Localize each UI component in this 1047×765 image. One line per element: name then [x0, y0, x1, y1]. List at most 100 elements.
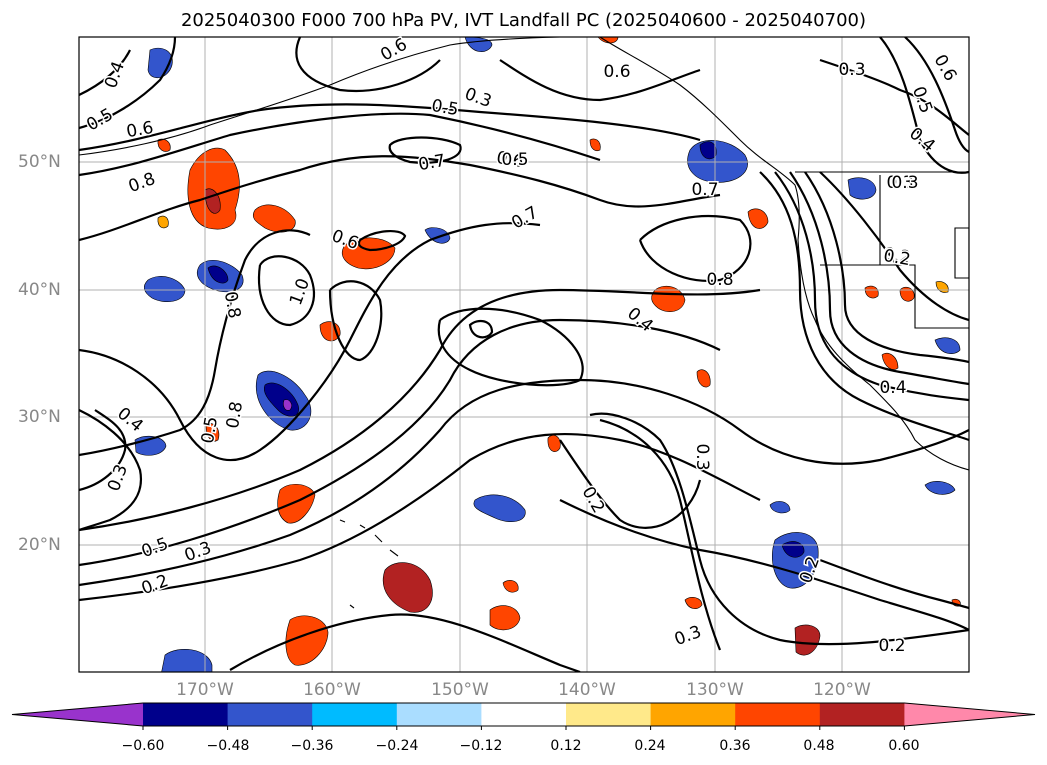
pos-blob — [747, 208, 769, 229]
neg-blob — [847, 177, 877, 200]
pos-blob — [696, 369, 711, 388]
contour-line — [328, 280, 383, 362]
contour-label: 0.5 — [501, 150, 528, 170]
colorbar-tick-label: −0.36 — [290, 738, 334, 754]
contour-label: 0.3 — [838, 60, 865, 80]
lon-label-140w: 140°W — [558, 680, 616, 700]
lon-label-120w: 120°W — [813, 680, 871, 700]
colorbar-segment — [312, 703, 398, 726]
colorbar-segment — [143, 703, 229, 726]
contour-line — [257, 255, 315, 327]
pos-blob — [383, 562, 433, 613]
contour-line — [79, 378, 969, 587]
neg-blob — [924, 481, 956, 495]
coastline-path — [954, 227, 969, 279]
contour-line — [388, 136, 462, 164]
contour-line — [79, 432, 761, 602]
colorbar-tick-label: −0.24 — [375, 738, 419, 754]
lat-label-30: 30°N — [18, 407, 61, 427]
map-frame — [78, 36, 970, 673]
contour-label: 0.8 — [220, 290, 244, 320]
colorbar-tick-label: −0.12 — [459, 738, 503, 754]
colorbar-tick-label: 0.12 — [550, 738, 582, 754]
contour-label: 0.2 — [882, 246, 912, 270]
colorbar-extend-high — [904, 703, 1035, 726]
pos-blob — [489, 605, 521, 631]
contour-line — [774, 171, 969, 402]
coastline-path — [879, 175, 969, 329]
contour-label: 0.3 — [891, 173, 918, 193]
contour-label: 0.2 — [878, 636, 905, 656]
contour-line — [295, 37, 441, 92]
colorbar — [11, 702, 1036, 730]
colorbar-segment — [735, 703, 821, 726]
contour-label: 0.2 — [882, 244, 912, 268]
graticule — [79, 37, 969, 672]
neg-blob — [143, 276, 186, 303]
contour-line — [468, 319, 494, 339]
lon-label-160w: 160°W — [303, 680, 361, 700]
contour-line — [79, 222, 541, 462]
map-panel — [79, 37, 969, 672]
pos-blob — [252, 204, 296, 233]
contour-label: 0.8 — [706, 270, 733, 290]
contour-line — [638, 214, 752, 282]
pos-blob — [277, 483, 316, 524]
colorbar-tick-label: −0.60 — [121, 738, 165, 754]
colorbar-segment — [481, 703, 567, 726]
pos-blob — [589, 138, 601, 151]
contour-line — [357, 230, 407, 252]
neg-blob — [161, 649, 213, 672]
pv-contours — [79, 37, 969, 672]
colorbar-tick-label: −0.48 — [206, 738, 250, 754]
pos-blob — [881, 352, 899, 370]
contour-label: 0.6 — [603, 62, 630, 82]
contour-line — [437, 307, 584, 387]
colorbar-tick-label: 0.60 — [888, 738, 920, 754]
colorbar-tick-label: 0.48 — [803, 738, 835, 754]
neg-blob — [769, 501, 791, 514]
contour-line — [599, 418, 722, 651]
lon-label-130w: 130°W — [686, 680, 744, 700]
coastline-path — [79, 37, 561, 156]
neg-blob — [699, 141, 717, 160]
contour-label: 0.6 — [125, 118, 155, 142]
contour-label: 0.3 — [886, 173, 913, 193]
coastline-path — [339, 519, 399, 557]
pos-blob — [794, 624, 821, 656]
pos-blob — [341, 237, 396, 270]
coastline-path — [349, 604, 355, 609]
colorbar-segment — [227, 703, 313, 726]
pos-blob — [285, 615, 329, 666]
contour-line — [559, 499, 969, 631]
contour-line — [79, 112, 601, 177]
contour-line — [589, 412, 969, 646]
lat-label-20: 20°N — [18, 535, 61, 555]
neg-blob — [934, 337, 961, 354]
pos-blob — [205, 423, 220, 442]
colorbar-tick-label: 0.24 — [634, 738, 666, 754]
map-title: 2025040300 F000 700 hPa PV, IVT Landfall… — [180, 10, 867, 31]
neg-blob — [473, 494, 526, 523]
pos-blob — [157, 215, 169, 229]
contour-line — [819, 171, 969, 322]
pos-blob — [187, 147, 240, 230]
coastline-path — [599, 37, 969, 471]
lat-label-50: 50°N — [18, 152, 61, 172]
contour-line — [804, 171, 969, 364]
contour-label: 0.7 — [691, 180, 718, 200]
pos-blob — [684, 596, 703, 609]
colorbar-segment — [650, 703, 736, 726]
contour-line — [79, 409, 143, 532]
contour-line — [79, 288, 761, 532]
neg-blob — [283, 399, 292, 411]
colorbar-tick-label: 0.36 — [719, 738, 751, 754]
lon-label-170w: 170°W — [176, 680, 234, 700]
contour-line — [79, 103, 701, 152]
contour-label: 0.8 — [223, 400, 247, 430]
contour-line — [229, 613, 581, 672]
contour-line — [819, 558, 969, 610]
negative-anomaly-fills — [134, 37, 961, 672]
pos-blob — [864, 285, 879, 299]
